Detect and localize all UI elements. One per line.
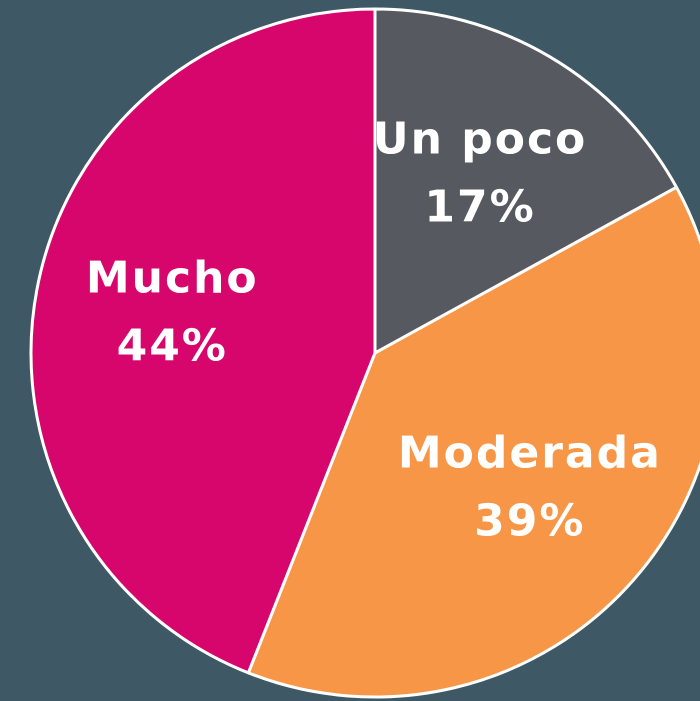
slice-label: Mucho xyxy=(86,252,259,303)
pie-slice xyxy=(29,7,377,675)
pie-slice xyxy=(246,185,700,699)
pie-slice xyxy=(373,7,678,355)
slice-label: Moderada xyxy=(398,427,662,478)
slice-label: Un poco xyxy=(373,113,587,164)
slice-value-label: 39% xyxy=(474,495,585,546)
slice-value-label: 17% xyxy=(424,181,535,232)
slice-value-label: 44% xyxy=(117,320,228,371)
